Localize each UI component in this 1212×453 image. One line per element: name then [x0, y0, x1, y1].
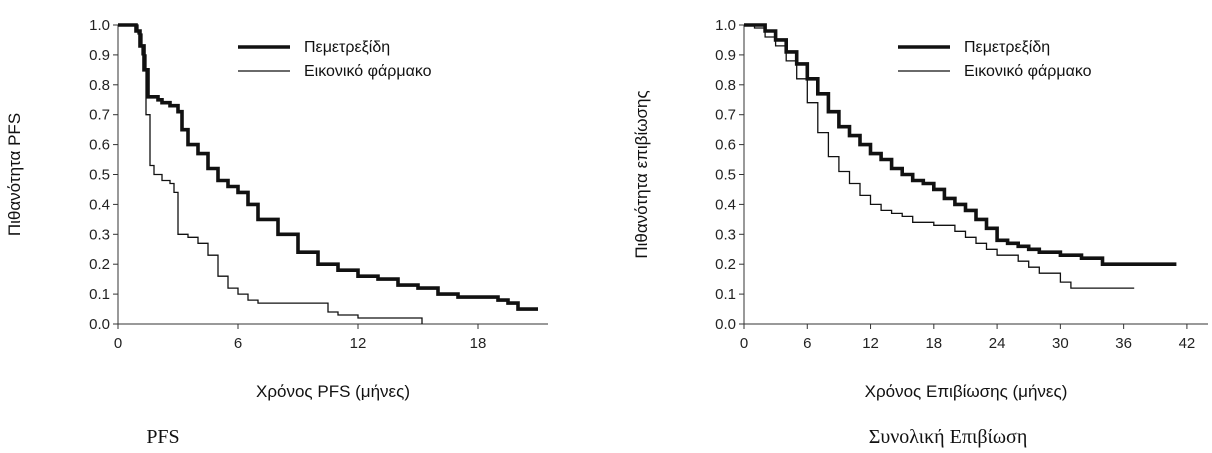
y-tick-label: 0.0 — [89, 316, 110, 333]
x-axis-label: Χρόνος PFS (μήνες) — [256, 382, 410, 401]
legend-label-pemetrexed: Πεμετρεξίδη — [304, 39, 390, 56]
y-tick-label: 0.6 — [715, 137, 736, 154]
y-tick-label: 0.9 — [715, 47, 736, 64]
y-tick-label: 0.5 — [715, 167, 736, 184]
y-tick-label: 0.2 — [89, 256, 110, 273]
series-line-pemetrexed — [744, 23, 1177, 266]
y-tick-label: 0.8 — [89, 77, 110, 94]
x-axis-label: Χρόνος Επιβίωσης (μήνες) — [865, 382, 1068, 401]
pfs-chart-panel: 0.0 0.1 0.2 0.3 0.4 0.5 0.6 0.7 0.8 0.9 1.0 0 6 12 18 Χ… — [5, 17, 548, 448]
x-tick-label: 24 — [989, 335, 1006, 352]
y-tick-label: 0.3 — [715, 226, 736, 243]
y-tick-label: 0.7 — [89, 107, 110, 124]
y-tick-label: 0.7 — [715, 107, 736, 124]
x-tick-label: 6 — [803, 335, 811, 352]
y-tick-label: 0.0 — [715, 316, 736, 333]
y-tick-label: 0.5 — [89, 167, 110, 184]
legend-label-placebo: Εικονικό φάρμακο — [304, 63, 432, 80]
x-tick-label: 36 — [1115, 335, 1132, 352]
y-tick-label: 0.6 — [89, 137, 110, 154]
y-tick-label: 0.8 — [715, 77, 736, 94]
y-tick-label: 0.9 — [89, 47, 110, 64]
legend-label-pemetrexed: Πεμετρεξίδη — [964, 39, 1050, 56]
legend-label-placebo: Εικονικό φάρμακο — [964, 63, 1092, 80]
x-tick-label: 18 — [470, 335, 487, 352]
x-tick-label: 42 — [1179, 335, 1196, 352]
y-tick-label: 0.4 — [89, 196, 110, 213]
x-tick-label: 0 — [740, 335, 748, 352]
y-tick-label: 1.0 — [89, 17, 110, 34]
x-tick-label: 12 — [862, 335, 879, 352]
y-axis-label: Πιθανότητα PFS — [5, 113, 24, 236]
series-line-pemetrexed — [118, 23, 538, 311]
x-tick-label: 30 — [1052, 335, 1069, 352]
x-tick-label: 0 — [114, 335, 122, 352]
x-tick-label: 6 — [234, 335, 242, 352]
panel-caption: PFS — [146, 426, 179, 448]
y-axis-label: Πιθανότητα επιβίωσης — [632, 90, 651, 258]
x-tick-label: 18 — [925, 335, 942, 352]
overall-survival-chart-panel: 0.0 0.1 0.2 0.3 0.4 0.5 0.6 0.7 0.8 0.9 1.0 0 6 12 18 2… — [632, 17, 1208, 448]
x-tick-label: 12 — [350, 335, 367, 352]
y-tick-label: 0.4 — [715, 196, 736, 213]
y-tick-label: 0.1 — [89, 286, 110, 303]
y-tick-label: 1.0 — [715, 17, 736, 34]
y-tick-label: 0.2 — [715, 256, 736, 273]
panel-caption: Συνολική Επιβίωση — [869, 426, 1028, 448]
series-line-placebo — [744, 24, 1135, 289]
y-tick-label: 0.3 — [89, 226, 110, 243]
series-line-placebo — [118, 24, 423, 324]
y-tick-label: 0.1 — [715, 286, 736, 303]
